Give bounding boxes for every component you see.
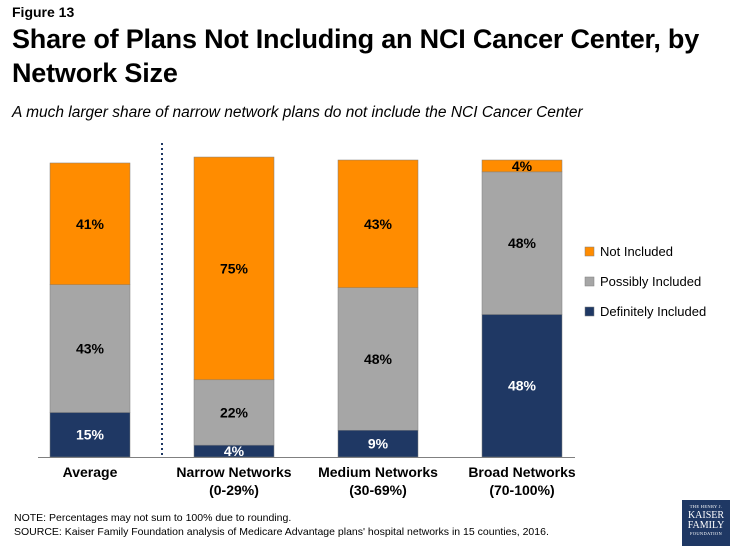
data-label: 9% [368,436,389,452]
legend-swatch [584,246,595,257]
legend-swatch [584,276,595,287]
legend-label: Possibly Included [600,274,701,289]
chart-subtitle: A much larger share of narrow network pl… [12,104,583,121]
data-label: 43% [364,216,393,232]
data-label: 22% [220,404,249,420]
category-label: Medium Networks [318,464,438,480]
category-label: (0-29%) [209,482,259,498]
legend-label: Not Included [600,244,673,259]
bar-not-included [49,162,131,285]
bar-not-included [481,159,563,173]
chart-title: Share of Plans Not Including an NCI Canc… [12,24,700,88]
category-label: Broad Networks [468,464,576,480]
logo-line-4: FOUNDATION [690,530,722,536]
data-label: 4% [224,443,245,459]
data-label: 4% [512,158,533,174]
data-label: 43% [76,341,105,357]
category-label: (70-100%) [489,482,554,498]
legend-label: Definitely Included [600,304,706,319]
bar-possibly-included [49,284,131,413]
stacked-bar-chart: 15% 43% 41% Average 4% 22% 75% Narrow Networks (… [38,143,706,498]
category-label: Narrow Networks [176,464,291,480]
bar-possibly-included [193,379,275,446]
category-label: Average [63,464,118,480]
logo-line-2: KAISER [687,509,725,521]
kff-logo: THE HENRY J. KAISER FAMILY FOUNDATION [682,500,730,546]
bar-possibly-included [481,171,563,315]
legend-swatch [584,306,595,317]
category-label: (30-69%) [349,482,407,498]
bar-definitely-included [337,430,419,458]
bar-definitely-included [49,412,131,458]
source-text: SOURCE: Kaiser Family Foundation analysi… [14,526,549,538]
bar-not-included [337,159,419,288]
data-label: 75% [220,260,249,276]
logo-line-3: FAMILY [687,519,725,531]
data-label: 48% [508,378,537,394]
data-label: 48% [508,235,537,251]
data-label: 41% [76,216,105,232]
note-text: NOTE: Percentages may not sum to 100% du… [14,512,292,524]
bar-possibly-included [337,287,419,431]
data-label: 48% [364,351,393,367]
figure-label: Figure 13 [12,4,75,20]
bar-definitely-included [481,314,563,458]
data-label: 15% [76,427,105,443]
logo-line-1: THE HENRY J. [689,504,723,509]
bar-not-included [193,156,275,381]
